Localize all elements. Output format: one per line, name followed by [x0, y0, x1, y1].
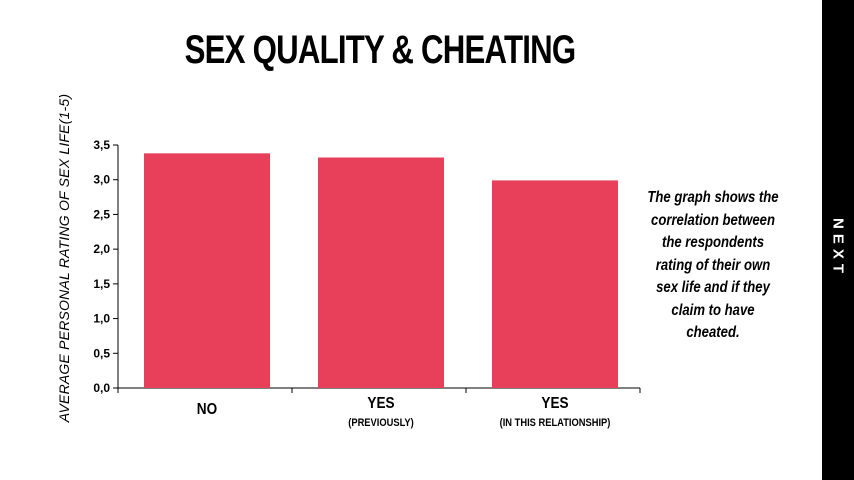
- x-category-sublabel: (IN THIS RELATIONSHIP): [500, 417, 611, 429]
- y-tick-label: 0,0: [93, 381, 110, 395]
- x-category-label: NO: [197, 401, 217, 418]
- y-tick-label: 3,5: [93, 138, 110, 152]
- bar: [144, 153, 270, 388]
- y-tick-label: 1,5: [93, 277, 110, 291]
- y-tick-label: 1,0: [93, 312, 110, 326]
- bar: [492, 180, 618, 388]
- y-tick-label: 3,0: [93, 173, 110, 187]
- x-category-sublabel: (PREVIOUSLY): [348, 417, 414, 429]
- y-tick-label: 0,5: [93, 346, 110, 360]
- x-category-label: YES: [367, 395, 394, 412]
- x-category-label: YES: [541, 395, 568, 412]
- y-tick-label: 2,5: [93, 207, 110, 221]
- chart-title: SEX QUALITY & CHEATING: [184, 28, 577, 72]
- y-tick-label: 2,0: [93, 242, 110, 256]
- next-button[interactable]: [822, 0, 854, 480]
- next-label[interactable]: NEXT: [829, 217, 847, 279]
- chart-description: The graph shows the correlation between …: [647, 189, 779, 341]
- bar: [318, 157, 444, 388]
